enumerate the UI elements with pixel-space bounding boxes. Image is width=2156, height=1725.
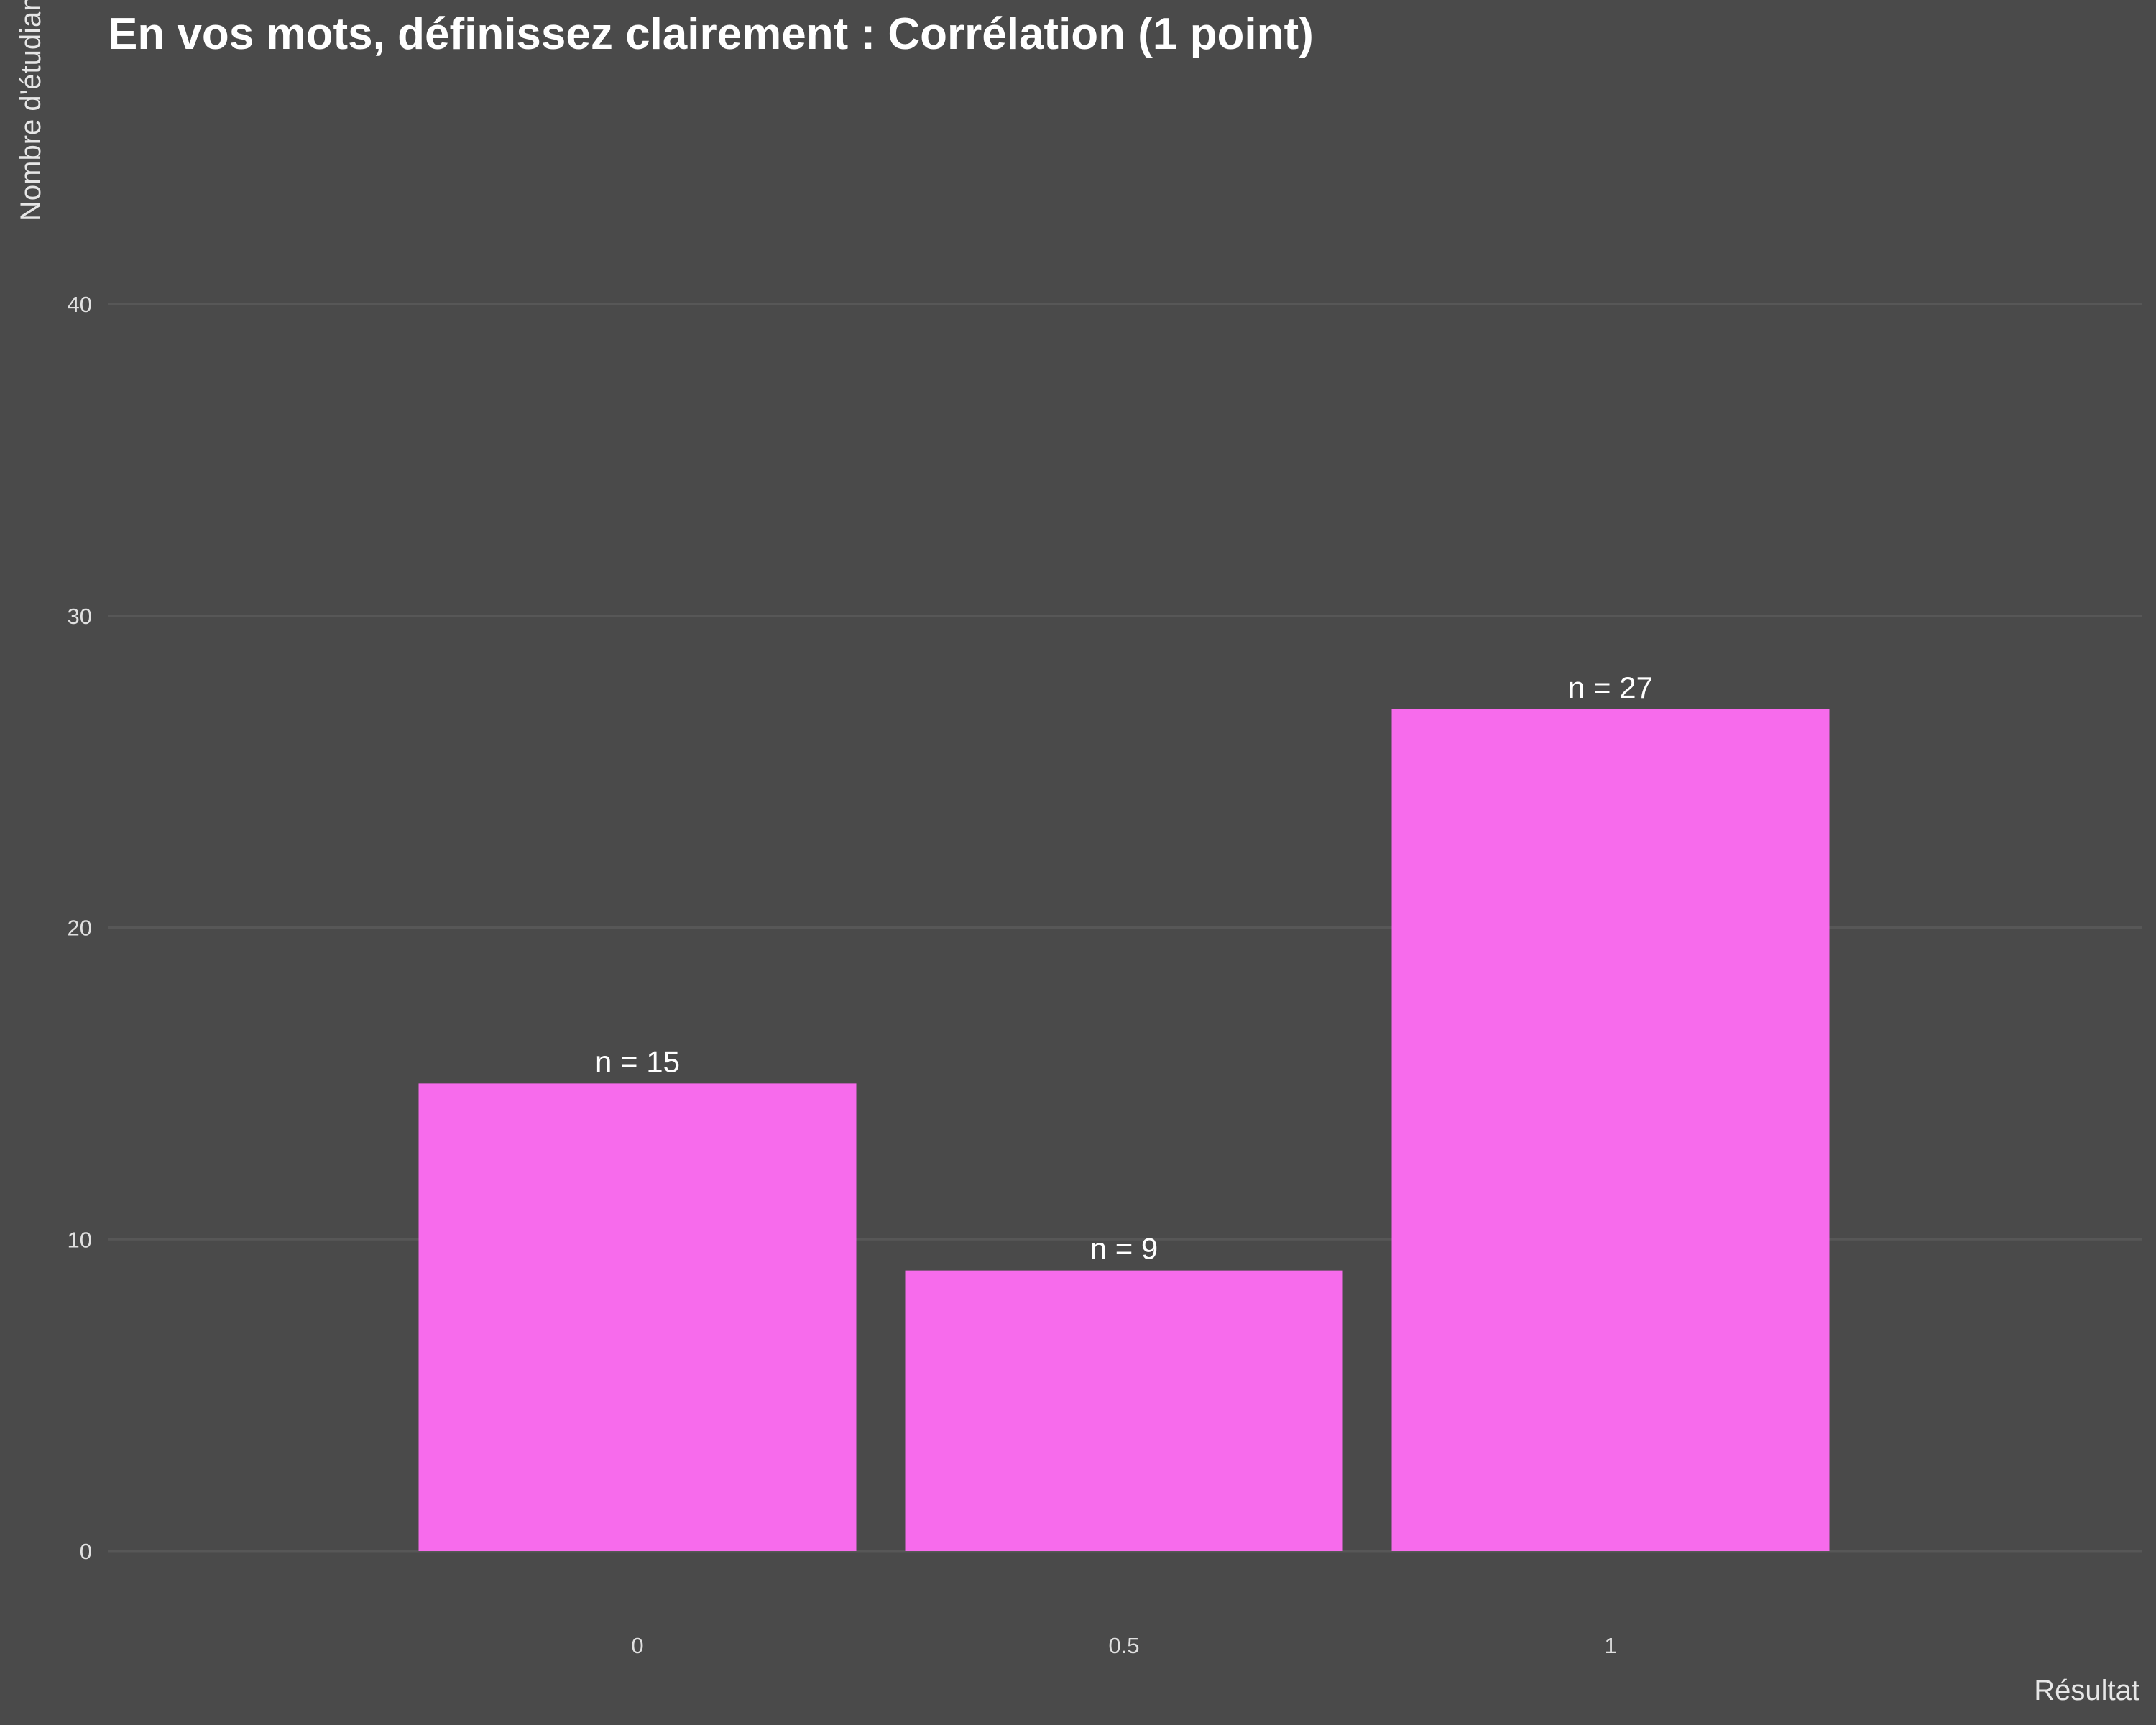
bar-0 [418, 1083, 857, 1551]
y-axis-ticks: 0 10 20 30 40 [68, 292, 92, 1564]
bar-value-label: n = 15 [595, 1044, 680, 1078]
bar-value-label: n = 9 [1090, 1232, 1158, 1266]
y-tick-label: 20 [68, 916, 92, 941]
y-tick-label: 0 [80, 1539, 92, 1564]
y-tick-label: 40 [68, 292, 92, 317]
y-axis-title: Nombre d'étudiants [15, 0, 47, 221]
x-axis-title: Résultat [2034, 1675, 2139, 1706]
y-tick-label: 10 [68, 1227, 92, 1252]
x-tick-label: 0 [631, 1633, 643, 1658]
bar-1 [1391, 709, 1830, 1551]
chart-title: En vos mots, définissez clairement : Cor… [108, 9, 1314, 59]
y-tick-label: 30 [68, 604, 92, 629]
x-tick-label: 1 [1604, 1633, 1616, 1658]
x-tick-label: 0.5 [1108, 1633, 1139, 1658]
bars [418, 709, 1830, 1551]
x-axis-ticks: 0 0.5 1 [631, 1633, 1616, 1658]
bar-value-label: n = 27 [1568, 671, 1653, 704]
data-labels: n = 15 n = 9 n = 27 [595, 671, 1653, 1266]
bar-0.5 [905, 1270, 1343, 1551]
